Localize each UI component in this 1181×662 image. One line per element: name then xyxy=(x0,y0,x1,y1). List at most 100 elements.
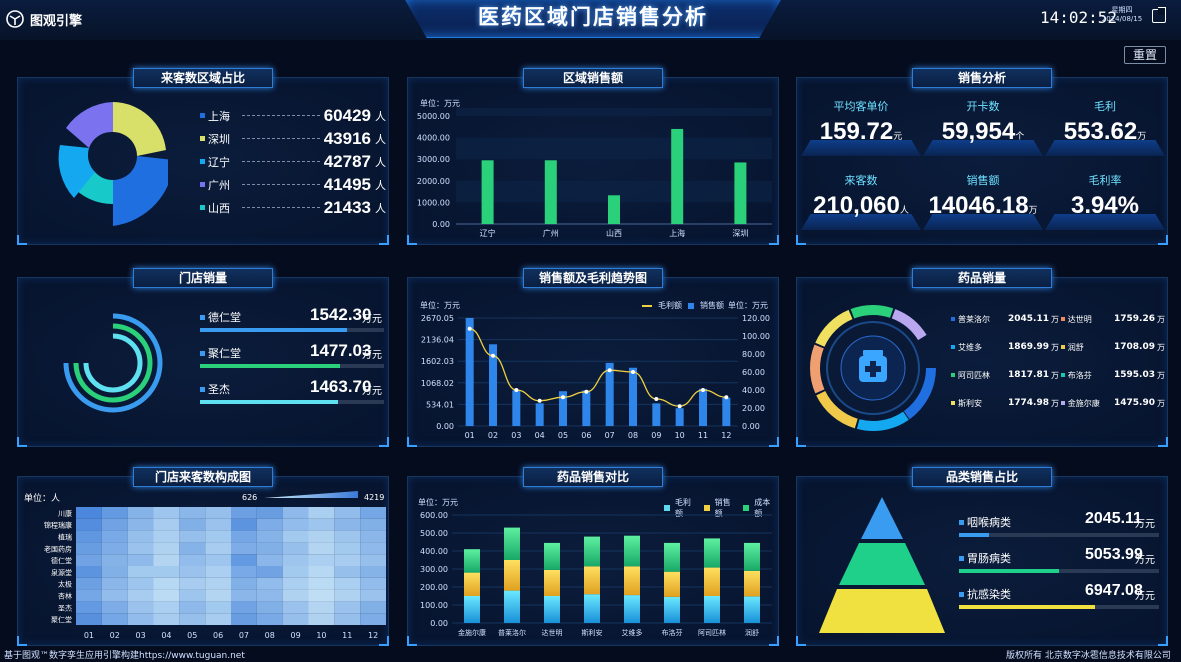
heat-cell xyxy=(308,601,335,614)
category-value: 6947.08 xyxy=(1085,582,1143,599)
store-bar-fill xyxy=(200,400,338,404)
heat-cell xyxy=(231,518,257,531)
exit-fullscreen-icon[interactable] xyxy=(1152,7,1166,23)
stat-label: 销售额 xyxy=(966,174,1000,187)
heat-cell xyxy=(179,577,206,590)
drug-list: 普莱洛尔 2045.11 万达世明 1759.26 万艾维多 1869.99 万润舒 1708… xyxy=(951,312,1165,410)
sales-bar xyxy=(489,344,497,426)
heat-cell xyxy=(205,530,231,543)
legend-dash xyxy=(242,115,320,116)
y-tick-label: 0.00 xyxy=(430,619,448,628)
visual-map-slider[interactable] xyxy=(264,491,358,498)
drug-name: 达世明 xyxy=(1067,314,1092,324)
pyramid-bottom xyxy=(819,589,945,633)
stack-segment xyxy=(664,542,680,572)
stack-segment xyxy=(584,536,600,567)
heat-cell xyxy=(308,507,335,519)
stack-segment xyxy=(704,596,720,623)
panel-category: 品类销售占比 咽喉病类 2045.11 万元 胃肠病类 5053.99 万元 抗感染类 694… xyxy=(796,467,1168,646)
date: 2024/08/15 xyxy=(1101,15,1143,23)
stack-segment xyxy=(624,595,640,623)
x-tick-label: 润舒 xyxy=(745,628,759,637)
drug-unit: 万 xyxy=(1157,342,1165,352)
x-tick-label: 04 xyxy=(161,631,171,640)
stat-label: 毛利率 xyxy=(1088,174,1122,187)
panel-trend: 销售额及毛利趋势图 单位：万元 单位：万元 毛利额 销售额 0.00 534.01… xyxy=(407,268,779,447)
heat-cell xyxy=(179,542,206,555)
category-swatch xyxy=(959,592,964,597)
sales-bar xyxy=(722,397,731,426)
legend-swatch xyxy=(664,505,670,511)
store-value: 1542.30 xyxy=(310,305,372,324)
stat-base xyxy=(801,140,921,156)
legend-row: 山西 21433 人 xyxy=(200,196,386,219)
y-right-tick: 40.00 xyxy=(742,386,765,395)
heat-cell xyxy=(179,566,206,578)
store-swatch xyxy=(200,387,205,392)
stat-base xyxy=(923,140,1043,156)
reset-button[interactable]: 重置 xyxy=(1124,46,1166,64)
legend-swatch xyxy=(200,182,205,187)
app-name: 图观引擎 xyxy=(30,13,83,29)
heat-cell xyxy=(76,554,102,566)
sales-bar xyxy=(675,408,684,426)
x-tick-label: 艾维多 xyxy=(622,628,643,637)
y-tick-label: 泉源堂 xyxy=(51,568,72,577)
panel-title: 药品销售对比 xyxy=(523,467,663,487)
drug-value: 2045.11 xyxy=(1008,314,1049,324)
y-tick-label: 0.00 xyxy=(432,220,450,229)
x-tick-label: 广州 xyxy=(543,228,559,238)
heat-cell xyxy=(101,530,128,543)
legend-swatch xyxy=(200,159,205,164)
stack-segment xyxy=(504,590,520,623)
legend-name: 山西 xyxy=(208,201,230,215)
y-tick-label: 老国药房 xyxy=(44,544,72,553)
category-unit: 万元 xyxy=(1135,591,1155,602)
y-left-tick: 2670.05 xyxy=(421,314,454,323)
chart-unit: 单位：万元 xyxy=(418,498,458,507)
store-unit: 万元 xyxy=(362,314,382,325)
heat-cell xyxy=(308,530,335,543)
medicine-icon xyxy=(859,350,887,382)
heat-cell xyxy=(334,530,361,543)
heat-cell xyxy=(231,589,257,602)
store-unit: 万元 xyxy=(362,350,382,361)
drug-compare-chart: 0.00 100.00 200.00 300.00 400.00 500.00 600.00… xyxy=(420,511,772,637)
logo-icon xyxy=(6,10,24,28)
drug-name: 阿司匹林 xyxy=(958,370,990,380)
visitor-pie-chart xyxy=(58,102,168,226)
heat-cell xyxy=(153,589,180,602)
category-unit: 万元 xyxy=(1135,555,1155,566)
stat-unit: 人 xyxy=(899,205,909,215)
heat-cell xyxy=(101,554,128,566)
x-tick-label: 布洛芬 xyxy=(662,628,683,637)
heat-cell xyxy=(282,566,309,578)
stat-value: 159.72 xyxy=(819,118,894,145)
sales-bar xyxy=(465,318,474,426)
x-tick-label: 深圳 xyxy=(732,228,748,238)
legend-swatch xyxy=(200,136,205,141)
stat-unit: 万 xyxy=(1137,131,1147,141)
category-value: 2045.11 xyxy=(1085,510,1142,527)
stat-cell: 来客数 210,060人 xyxy=(801,170,921,242)
stat-unit: 个 xyxy=(1015,131,1025,141)
stack-segment xyxy=(464,549,480,573)
panel-drug-sales: 药品销量 普莱洛尔 2045.11 万达世明 1759.26 万艾维多 1869.99 万润… xyxy=(796,268,1168,447)
panel-title: 销售额及毛利趋势图 xyxy=(523,268,663,288)
pie-slice-shanghai xyxy=(113,156,168,226)
drug-value: 1595.03 xyxy=(1114,370,1155,380)
x-tick-label: 06 xyxy=(213,631,223,640)
heat-cell xyxy=(334,507,361,519)
heat-cell xyxy=(153,577,180,590)
x-tick-label: 阿司匹林 xyxy=(698,628,726,637)
sales-bar xyxy=(629,367,637,426)
legend-label: 销售额 xyxy=(714,498,731,518)
x-tick-label: 08 xyxy=(628,431,638,440)
category-bar-track xyxy=(959,533,1159,537)
page-title: 医药区域门店销售分析 xyxy=(478,5,708,29)
donut-seg-2 xyxy=(810,305,936,431)
heat-cell xyxy=(179,507,206,519)
pie-slice-liaoning xyxy=(58,145,95,198)
y-left-tick: 1602.03 xyxy=(421,357,454,366)
store-swatch xyxy=(200,351,205,356)
